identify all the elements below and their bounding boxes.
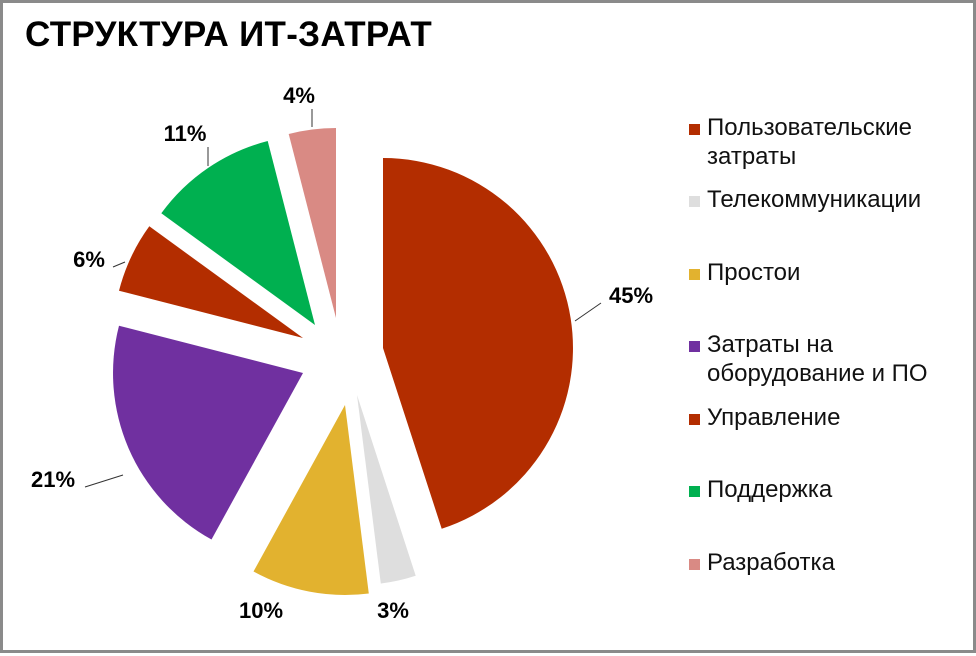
pie-slice bbox=[119, 226, 303, 338]
legend-label: Простои bbox=[707, 259, 801, 286]
legend-label: Поддержка bbox=[707, 476, 833, 503]
slice-percent-label: 6% bbox=[73, 247, 105, 272]
slice-percent-label: 45% bbox=[609, 283, 653, 308]
legend-item-support: Поддержка bbox=[689, 475, 832, 504]
legend-item-development: Разработка bbox=[689, 548, 835, 577]
legend-swatch bbox=[689, 124, 700, 135]
pie-chart: 45% 3% 10% 21% 6% 11% 4% bbox=[31, 83, 653, 623]
legend-swatch bbox=[689, 414, 700, 425]
legend-item-downtime: Простои bbox=[689, 258, 800, 287]
slice-percent-label: 11% bbox=[164, 121, 207, 146]
legend-swatch bbox=[689, 341, 700, 352]
legend-label: Управление bbox=[707, 404, 841, 431]
legend-item-management: Управление bbox=[689, 403, 840, 432]
legend-item-user-costs: Пользовательские затраты bbox=[689, 113, 912, 171]
legend-label: Пользовательские затраты bbox=[707, 114, 912, 170]
slice-percent-label: 4% bbox=[283, 83, 315, 108]
leader-line bbox=[84, 474, 124, 488]
pie-slice bbox=[383, 158, 573, 529]
legend-swatch bbox=[689, 486, 700, 497]
leader-line bbox=[574, 302, 602, 322]
pie-slice bbox=[113, 325, 303, 540]
legend-item-telecom: Телекоммуникации bbox=[689, 185, 921, 214]
leader-line bbox=[112, 261, 126, 268]
legend-label: Телекоммуникации bbox=[707, 186, 922, 213]
chart-title: СТРУКТУРА ИТ-ЗАТРАТ bbox=[25, 15, 433, 54]
slice-percent-label: 21% bbox=[31, 467, 75, 492]
pie-slice bbox=[288, 128, 336, 318]
legend-item-hardware-software: Затраты на оборудование и ПО bbox=[689, 330, 928, 388]
legend-label: Затраты на оборудование и ПО bbox=[707, 331, 928, 387]
slice-percent-label: 3% bbox=[377, 598, 409, 623]
slice-percent-label: 10% bbox=[239, 598, 283, 623]
legend-swatch bbox=[689, 559, 700, 570]
pie-slice bbox=[161, 141, 315, 325]
pie-slice bbox=[357, 395, 416, 584]
legend-swatch bbox=[689, 196, 700, 207]
legend-swatch bbox=[689, 269, 700, 280]
pie-slice bbox=[253, 405, 369, 595]
legend-label: Разработка bbox=[707, 549, 835, 576]
